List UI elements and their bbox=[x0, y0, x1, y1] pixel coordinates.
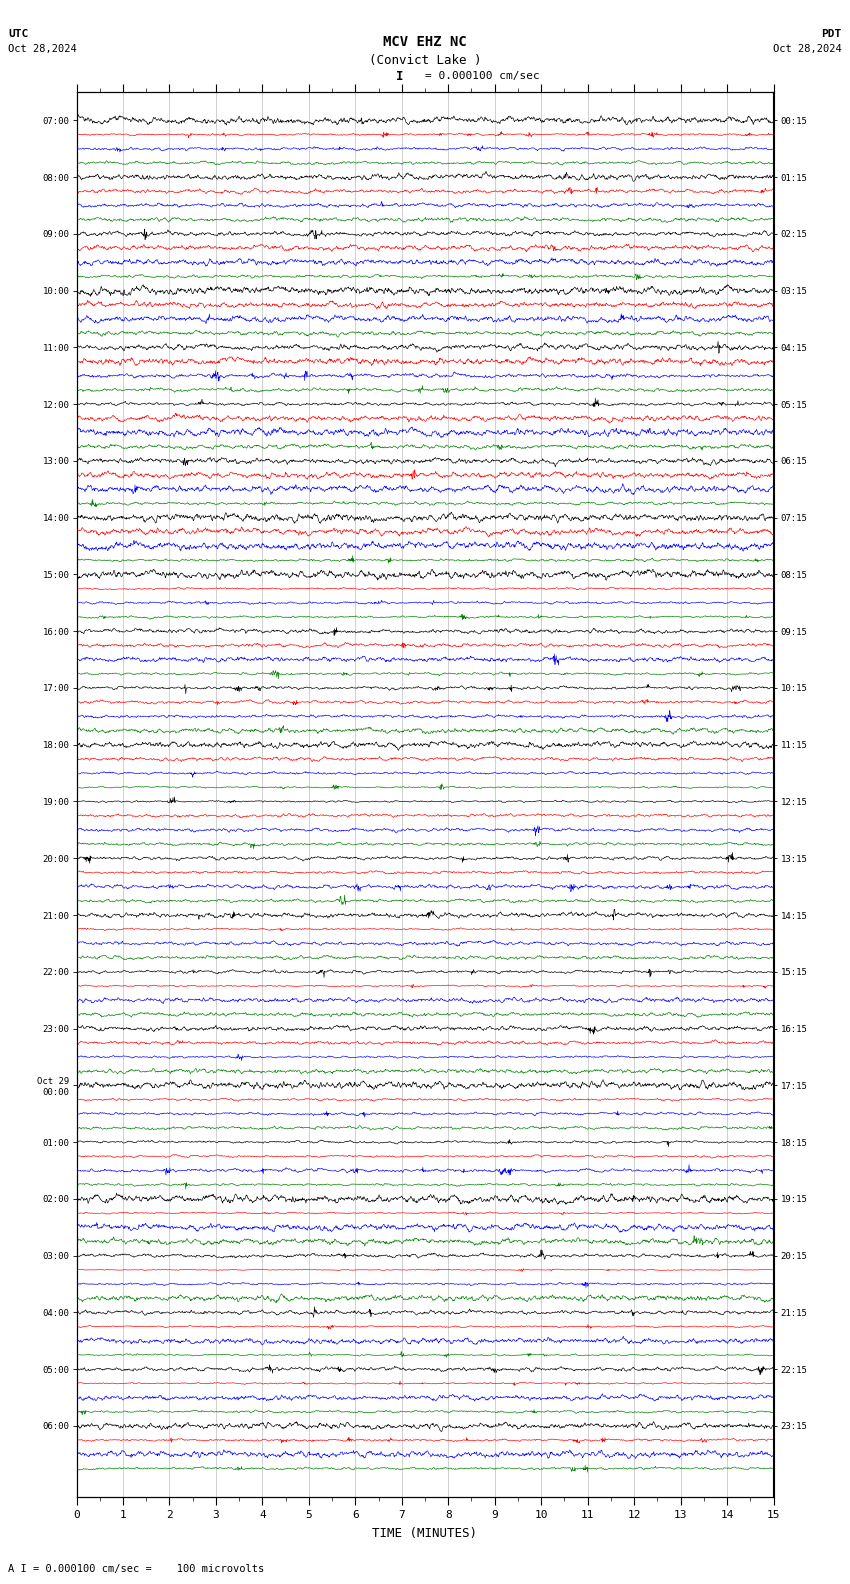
Text: (Convict Lake ): (Convict Lake ) bbox=[369, 54, 481, 67]
Text: PDT: PDT bbox=[821, 29, 842, 38]
Text: = 0.000100 cm/sec: = 0.000100 cm/sec bbox=[425, 71, 540, 81]
X-axis label: TIME (MINUTES): TIME (MINUTES) bbox=[372, 1527, 478, 1540]
Text: A I = 0.000100 cm/sec =    100 microvolts: A I = 0.000100 cm/sec = 100 microvolts bbox=[8, 1565, 264, 1574]
Text: Oct 28,2024: Oct 28,2024 bbox=[8, 44, 77, 54]
Text: UTC: UTC bbox=[8, 29, 29, 38]
Text: MCV EHZ NC: MCV EHZ NC bbox=[383, 35, 467, 49]
Text: Oct 28,2024: Oct 28,2024 bbox=[773, 44, 842, 54]
Text: I: I bbox=[396, 70, 403, 82]
